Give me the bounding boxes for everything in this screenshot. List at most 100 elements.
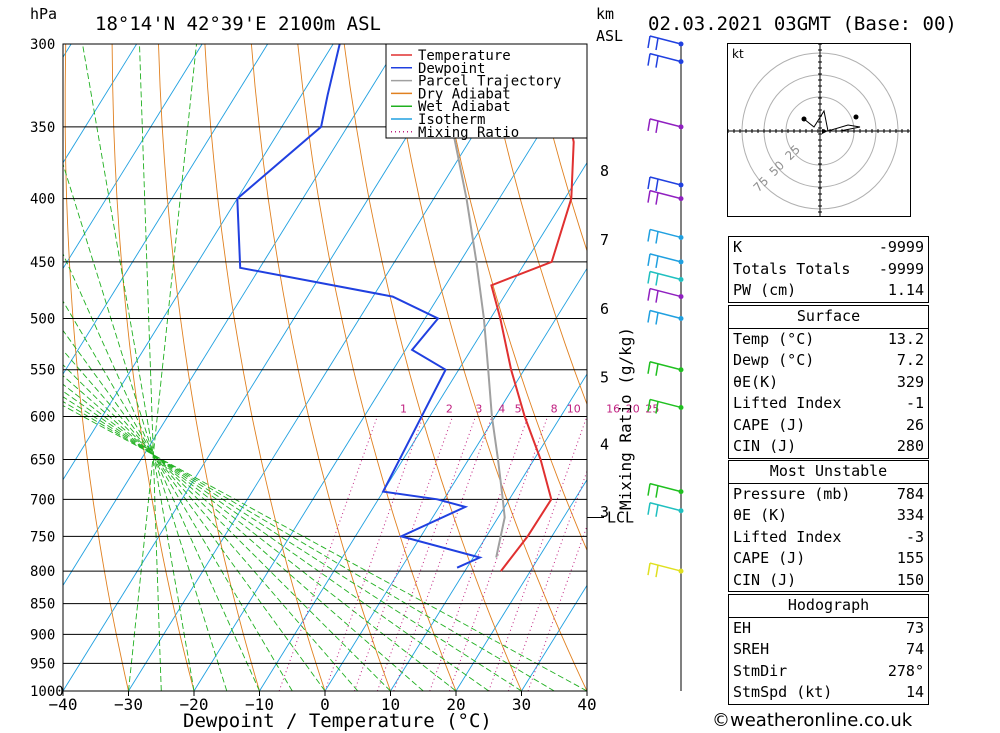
mixing-ratio-line xyxy=(324,416,424,691)
index-label: Lifted Index xyxy=(733,527,842,546)
pressure-tick-label: 600 xyxy=(30,409,55,425)
legend-label: Isotherm xyxy=(418,112,485,128)
wind-barb xyxy=(647,501,684,517)
legend-item: Temperature xyxy=(391,48,511,64)
index-label: θE (K) xyxy=(733,506,788,524)
index-label: CAPE (J) xyxy=(733,415,806,434)
index-value: 1.14 xyxy=(887,281,924,299)
legend-item: Dry Adiabat xyxy=(391,86,511,102)
mixing-ratio-label: 4 xyxy=(498,402,505,415)
pressure-tick-label: 650 xyxy=(30,453,55,469)
km-tick-label: 8 xyxy=(600,162,609,180)
index-label: Dewp (°C) xyxy=(733,351,815,369)
legend-item: Isotherm xyxy=(391,112,485,128)
wet-adiabat-line xyxy=(63,383,457,691)
index-label: StmDir xyxy=(733,661,788,680)
pressure-unit-label: hPa xyxy=(30,5,57,23)
mixing-ratio-line xyxy=(448,416,549,691)
hodograph-ring-label: 75 xyxy=(751,174,772,195)
mixing-ratio-line xyxy=(507,469,587,691)
hodograph-trace xyxy=(803,109,861,132)
index-row: StmSpd (kt) 14 xyxy=(729,682,928,704)
index-value: -9999 xyxy=(878,238,924,256)
km-tick-label: 4 xyxy=(600,435,609,453)
mixing-ratio-line xyxy=(278,416,378,691)
index-value: -1 xyxy=(905,394,924,412)
km-tick-label: 6 xyxy=(600,300,609,318)
pressure-tick-label: 400 xyxy=(30,192,55,208)
isotherm-line xyxy=(63,44,269,375)
index-value: 334 xyxy=(896,506,924,524)
index-label: CIN (J) xyxy=(733,437,797,455)
index-row: CAPE (J) 26 xyxy=(729,415,928,437)
legend-item: Wet Adiabat xyxy=(391,99,511,115)
legend-label: Mixing Ratio xyxy=(418,125,519,141)
wind-barb xyxy=(647,228,684,244)
km-tick-label: 3 xyxy=(600,503,609,521)
hodograph-ring-label: 25 xyxy=(782,142,803,163)
dry-adiabat-line xyxy=(111,44,195,691)
index-value: -3 xyxy=(905,527,924,546)
surface-table: Surface Temp (°C) 13.2 Dewp (°C) 7.2 θE(K) 32… xyxy=(728,305,929,459)
temp-tick-label: −10 xyxy=(245,695,274,714)
wet-adiabat-line xyxy=(63,300,293,691)
km-tick-label: 5 xyxy=(600,368,609,386)
hodograph-panel: kt 25 50 75 xyxy=(727,43,911,217)
wet-adiabat-line xyxy=(63,405,587,691)
temp-tick-label: −20 xyxy=(180,695,209,714)
index-row: K -9999 xyxy=(729,237,928,259)
legend-label: Parcel Trajectory xyxy=(418,74,561,90)
most-unstable-table: Most Unstable Pressure (mb) 784 θE (K) 334 L… xyxy=(728,460,929,592)
index-label: Pressure (mb) xyxy=(733,484,851,503)
legend-label: Dewpoint xyxy=(418,61,485,77)
mixing-ratio-line xyxy=(376,416,477,691)
mixing-ratio-label: 5 xyxy=(515,402,522,415)
wet-adiabat-line xyxy=(139,44,162,691)
index-value: 278° xyxy=(887,661,924,680)
x-axis-label: Dewpoint / Temperature (°C) xyxy=(183,710,492,732)
legend-label: Temperature xyxy=(418,48,511,64)
index-row: Dewp (°C) 7.2 xyxy=(729,350,928,372)
copyright: ©weatheronline.co.uk xyxy=(712,710,913,731)
isotherm-line xyxy=(63,44,138,164)
index-label: θE(K) xyxy=(733,372,779,391)
wind-barb xyxy=(647,189,684,205)
mixing-ratio-line xyxy=(429,416,529,691)
hodograph-ring-label: 50 xyxy=(766,158,787,179)
pressure-tick-label: 900 xyxy=(30,627,55,643)
indices-top-table: K -9999 Totals Totals -9999 PW (cm) 1.14 xyxy=(728,236,929,303)
index-row: Temp (°C) 13.2 xyxy=(729,329,928,351)
legend-item: Mixing Ratio xyxy=(391,125,519,141)
temp-tick-label: 40 xyxy=(577,695,596,714)
mixing-ratio-label: 8 xyxy=(551,402,558,415)
pressure-tick-label: 450 xyxy=(30,255,55,271)
isotherm-line xyxy=(259,161,587,691)
pressure-tick-label: 500 xyxy=(30,312,55,328)
pressure-tick-label: 350 xyxy=(30,120,55,136)
dry-adiabat-line xyxy=(948,44,1000,691)
index-label: PW (cm) xyxy=(733,281,797,299)
datetime-label: 02.03.2021 03GMT (Base: 00) xyxy=(648,13,957,35)
pressure-tick-label: 700 xyxy=(30,492,55,508)
index-label: CAPE (J) xyxy=(733,549,806,567)
index-value: 14 xyxy=(905,683,924,701)
wind-barb xyxy=(647,482,684,498)
index-row: CAPE (J) 155 xyxy=(729,548,928,570)
isotherm-line xyxy=(193,56,587,691)
asl-label: ASL xyxy=(596,27,623,45)
wind-barb xyxy=(647,398,684,414)
index-row: EH 73 xyxy=(729,618,928,640)
wind-barb xyxy=(647,361,684,376)
temp-tick-label: −40 xyxy=(49,695,78,714)
temp-tick-label: 10 xyxy=(381,695,400,714)
wet-adiabat-line xyxy=(128,44,197,691)
km-unit-label: km xyxy=(596,5,614,23)
temperature-profile xyxy=(490,44,575,572)
wind-barb xyxy=(647,270,684,286)
wind-barb xyxy=(647,562,684,578)
index-row: θE (K) 334 xyxy=(729,505,928,527)
dry-adiabat-line xyxy=(64,44,129,691)
mixing-ratio-label: 2 xyxy=(446,402,453,415)
temp-tick-label: 0 xyxy=(320,695,330,714)
